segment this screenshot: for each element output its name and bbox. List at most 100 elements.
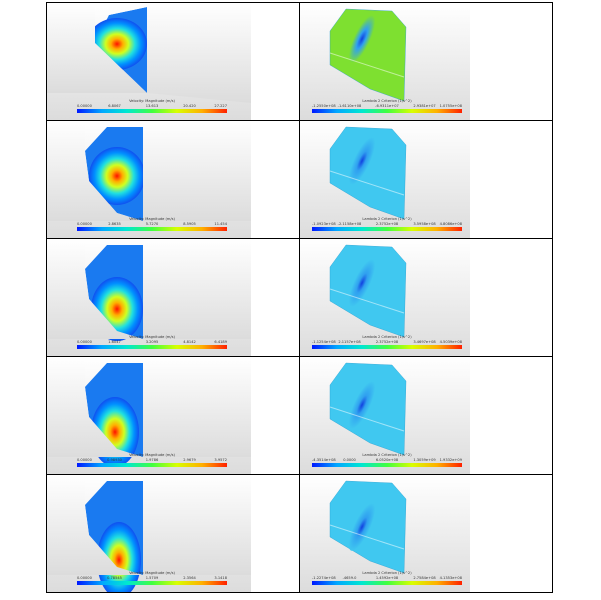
colorbar-tick-label: 2.3752e+08 bbox=[376, 222, 399, 226]
table-row: Velocity: Magnitude (m/s) 0.00000 0.98930 1… bbox=[46, 356, 553, 475]
colorbar-tick-label: 1.5709 bbox=[146, 576, 159, 580]
colorbar-tick-label: 13.613 bbox=[146, 104, 159, 108]
velocity-hotspot bbox=[89, 147, 145, 205]
colorbar-tick-label: 1.9332e+09 bbox=[440, 458, 463, 462]
table-cell: Lambda 2 Criterion (1/s^2) -1.0923e+08 -2.… bbox=[299, 120, 553, 239]
colorbar-tick-label: 0.98930 bbox=[107, 458, 123, 462]
colorbar bbox=[312, 227, 462, 231]
colorbar bbox=[312, 581, 462, 585]
vortex-core bbox=[348, 259, 376, 307]
colorbar-tick-label: -2.1158e+08 bbox=[338, 222, 362, 226]
mask bbox=[47, 121, 143, 221]
colorbar-tick-label: 4.1353e+08 bbox=[440, 576, 463, 580]
colorbar bbox=[312, 345, 462, 349]
edge bbox=[329, 288, 405, 314]
colorbar-title: Lambda 2 Criterion (1/s^2) bbox=[362, 453, 412, 457]
table-cell: Velocity: Magnitude (m/s) 0.00000 1.6047 3.… bbox=[46, 238, 300, 357]
colorbar-tick-label: 1.0755e+08 bbox=[440, 104, 463, 108]
colorbar-tick-label: 1.9786 bbox=[146, 458, 159, 462]
colorbar-title: Lambda 2 Criterion (1/s^2) bbox=[362, 335, 412, 339]
vortex-surface bbox=[329, 8, 407, 102]
colorbar-title: Lambda 2 Criterion (1/s^2) bbox=[362, 571, 412, 575]
table-row: Velocity: Magnitude (m/s) 0.00000 2.8635 5.… bbox=[46, 120, 553, 239]
mask bbox=[47, 357, 143, 457]
colorbar-tick-label: 0.78545 bbox=[107, 576, 122, 580]
colorbar-tick-label: 27.227 bbox=[214, 104, 227, 108]
colorbar-tick-label: 4.8086e+08 bbox=[440, 222, 463, 226]
cfd-image: Lambda 2 Criterion (1/s^2) -1.1254e+08 2.1… bbox=[300, 239, 470, 356]
table-cell: Lambda 2 Criterion (1/s^2) -1.2274e+08 -46… bbox=[299, 474, 553, 593]
colorbar-title: Velocity: Magnitude (m/s) bbox=[129, 453, 175, 457]
colorbar-tick-label: 3.5958e+08 bbox=[413, 222, 436, 226]
cfd-image: Velocity: Magnitude (m/s) 0.00000 1.6047 3.… bbox=[47, 239, 251, 356]
table-cell: Velocity: Magnitude (m/s) 0.00000 2.8635 5.… bbox=[46, 120, 300, 239]
colorbar-tick-label: 0.00000 bbox=[77, 576, 93, 580]
colorbar-title: Velocity: Magnitude (m/s) bbox=[129, 99, 175, 103]
cfd-image: Velocity: Magnitude (m/s) 0.00000 0.78545 1… bbox=[47, 475, 251, 592]
colorbar-tick-label: 2.9381e+07 bbox=[413, 104, 435, 108]
colorbar-tick-label: 3.1418 bbox=[214, 576, 227, 580]
table-cell: Lambda 2 Criterion (1/s^2) -1.1254e+08 2.1… bbox=[299, 238, 553, 357]
colorbar-tick-label: 0.00000 bbox=[77, 222, 93, 226]
colorbar-tick-label: 20.420 bbox=[183, 104, 196, 108]
edge bbox=[329, 524, 405, 550]
mask bbox=[107, 475, 251, 575]
colorbar-title: Velocity: Magnitude (m/s) bbox=[129, 571, 175, 575]
colorbar-tick-label: 3.9572 bbox=[214, 458, 227, 462]
colorbar bbox=[77, 109, 227, 113]
colorbar bbox=[77, 463, 227, 467]
colorbar-tick-label: -1.1254e+08 bbox=[312, 340, 336, 344]
colorbar bbox=[77, 581, 227, 585]
colorbar-tick-label: 0.0000 bbox=[343, 458, 356, 462]
colorbar-tick-label: 0.00000 bbox=[77, 340, 93, 344]
colorbar-tick-label: -1.0923e+08 bbox=[312, 222, 336, 226]
colorbar bbox=[312, 109, 462, 113]
colorbar-tick-label: 2.3752e+08 bbox=[376, 340, 399, 344]
colorbar bbox=[312, 463, 462, 467]
colorbar-title: Lambda 2 Criterion (1/s^2) bbox=[362, 217, 412, 221]
colorbar-title: Velocity: Magnitude (m/s) bbox=[129, 335, 175, 339]
cfd-image: Velocity: Magnitude (m/s) 0.00000 2.8635 5.… bbox=[47, 121, 251, 238]
table-row: Velocity: Magnitude (m/s) 0.00000 0.78545 1… bbox=[46, 474, 553, 593]
colorbar-tick-label: 2.8635 bbox=[108, 222, 121, 226]
colorbar bbox=[77, 345, 227, 349]
cfd-image: Lambda 2 Criterion (1/s^2) -1.2550e+08 -1.… bbox=[300, 3, 470, 120]
colorbar-tick-label: 6.4189 bbox=[214, 340, 227, 344]
mask bbox=[107, 239, 251, 339]
table-cell: Velocity: Magnitude (m/s) 0.00000 0.78545 1… bbox=[46, 474, 300, 593]
colorbar bbox=[77, 227, 227, 231]
colorbar-tick-label: 1.3059e+09 bbox=[413, 458, 436, 462]
results-table: Velocity: Magnitude (m/s) 0.00000 6.8067 13… bbox=[46, 2, 553, 593]
colorbar-tick-label: 2.7584e+08 bbox=[413, 576, 436, 580]
colorbar-tick-label: 3.4697e+08 bbox=[413, 340, 436, 344]
mask bbox=[107, 357, 251, 457]
mask bbox=[47, 475, 143, 575]
colorbar-tick-label: 4.5039e+08 bbox=[440, 340, 463, 344]
colorbar-title: Velocity: Magnitude (m/s) bbox=[129, 217, 175, 221]
colorbar-tick-label: 3.2095 bbox=[146, 340, 159, 344]
table-cell: Lambda 2 Criterion (1/s^2) -4.3514e+08 0.0… bbox=[299, 356, 553, 475]
colorbar-tick-label: 6.8067 bbox=[108, 104, 121, 108]
cfd-image: Lambda 2 Criterion (1/s^2) -1.0923e+08 -2.… bbox=[300, 121, 470, 238]
vortex-core bbox=[348, 503, 376, 551]
colorbar-tick-label: -1.2550e+08 bbox=[312, 104, 336, 108]
vortex-surface bbox=[329, 126, 407, 220]
table-row: Velocity: Magnitude (m/s) 0.00000 6.8067 13… bbox=[46, 2, 553, 121]
mask bbox=[107, 121, 251, 221]
table-cell: Lambda 2 Criterion (1/s^2) -1.2550e+08 -1.… bbox=[299, 2, 553, 121]
cfd-image: Lambda 2 Criterion (1/s^2) -4.3514e+08 0.0… bbox=[300, 357, 470, 474]
mask bbox=[47, 3, 147, 93]
cfd-image: Velocity: Magnitude (m/s) 0.00000 6.8067 13… bbox=[47, 3, 251, 120]
vortex-core bbox=[348, 381, 376, 429]
vortex-core bbox=[348, 15, 376, 63]
colorbar-tick-label: -6.9311e+07 bbox=[375, 104, 399, 108]
vortex-core bbox=[348, 137, 376, 185]
edge bbox=[329, 406, 405, 432]
colorbar-tick-label: 1.6047 bbox=[108, 340, 121, 344]
vortex-surface bbox=[329, 244, 407, 338]
table-row: Velocity: Magnitude (m/s) 0.00000 1.6047 3.… bbox=[46, 238, 553, 357]
colorbar-tick-label: 2.3564 bbox=[183, 576, 196, 580]
colorbar-tick-label: 4.8142 bbox=[183, 340, 196, 344]
colorbar-tick-label: 2.1157e+08 bbox=[338, 340, 361, 344]
